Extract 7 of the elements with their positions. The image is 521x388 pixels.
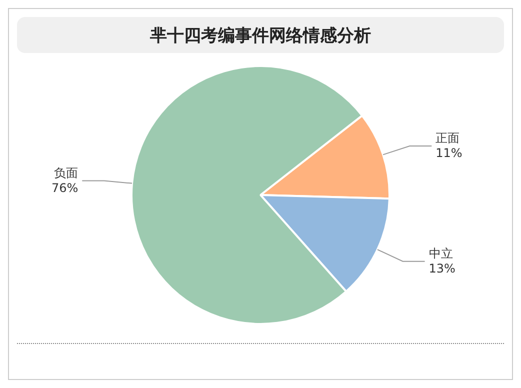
chart-title: 芈十四考编事件网络情感分析 — [17, 17, 504, 53]
data-label: 13% — [428, 261, 456, 276]
slice-label: 中立 — [428, 246, 453, 260]
slice-label: 负面 — [54, 166, 78, 180]
slice-label: 正面 — [436, 131, 460, 146]
data-label: 76% — [51, 180, 78, 195]
data-label: 11% — [436, 146, 462, 160]
